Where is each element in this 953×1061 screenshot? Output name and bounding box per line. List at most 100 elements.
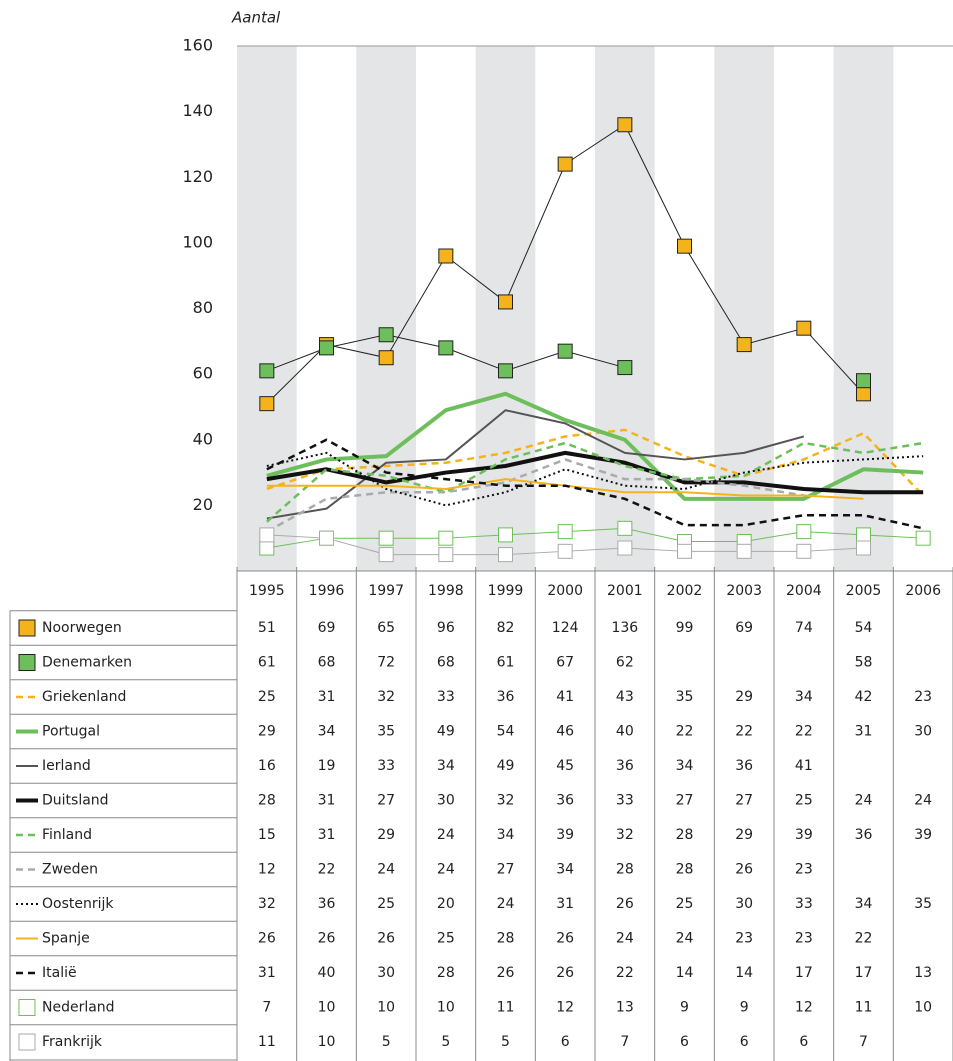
table-value: 17 [855, 965, 873, 981]
table-value: 26 [735, 862, 753, 878]
table-value: 96 [437, 620, 455, 636]
table-value: 35 [377, 724, 395, 740]
table-value: 28 [437, 965, 455, 981]
table-value: 29 [735, 689, 753, 705]
table-value: 26 [318, 931, 336, 947]
table-value: 31 [318, 827, 336, 843]
x-tick-label: 2005 [846, 583, 882, 599]
table-value: 30 [437, 793, 455, 809]
table-value: 26 [377, 931, 395, 947]
y-tick-label: 60 [193, 364, 213, 383]
table-value: 23 [795, 862, 813, 878]
legend-label: Nederland [42, 1000, 115, 1016]
column-shade [237, 46, 297, 571]
series-line [266, 441, 924, 523]
marker [856, 373, 871, 389]
table-value: 22 [855, 931, 873, 947]
marker [319, 340, 334, 356]
table-value: 6 [740, 1034, 749, 1050]
table-value: 27 [676, 793, 694, 809]
series-line [266, 438, 924, 530]
table-value: 27 [377, 793, 395, 809]
table-value: 7 [859, 1034, 868, 1050]
table-value: 24 [437, 827, 455, 843]
table-value: 31 [318, 793, 336, 809]
table-value: 31 [258, 965, 276, 981]
table-value: 10 [318, 1000, 336, 1016]
table-value: 36 [318, 896, 336, 912]
table-value: 69 [318, 620, 336, 636]
table-value: 29 [258, 724, 276, 740]
table-value: 36 [497, 689, 515, 705]
table-value: 5 [501, 1034, 510, 1050]
y-tick-label: 40 [193, 429, 213, 448]
table-value: 28 [676, 862, 694, 878]
table-value: 12 [795, 1000, 813, 1016]
table-value: 13 [616, 1000, 634, 1016]
table-value: 32 [497, 793, 515, 809]
table-value: 33 [437, 689, 455, 705]
table-value: 12 [258, 862, 276, 878]
table-value: 49 [437, 724, 455, 740]
marker [677, 543, 692, 559]
table-value: 68 [437, 655, 455, 671]
marker [259, 527, 275, 543]
table-value: 23 [914, 689, 932, 705]
table-value: 31 [855, 724, 873, 740]
marker [498, 547, 513, 563]
y-tick-label: 140 [182, 101, 213, 120]
table-value: 69 [735, 620, 753, 636]
table-value: 26 [556, 965, 574, 981]
legend-label: Ierland [42, 758, 91, 774]
table-value: 14 [735, 965, 753, 981]
table-value: 28 [497, 931, 515, 947]
y-tick-label: 20 [193, 495, 213, 514]
table-value: 39 [795, 827, 813, 843]
table-value: 25 [258, 689, 276, 705]
legend-label: Zweden [42, 862, 98, 878]
table-value: 61 [258, 655, 276, 671]
column-shade [714, 46, 774, 571]
table-value: 41 [556, 689, 574, 705]
y-tick-label: 160 [182, 36, 213, 55]
marker [319, 530, 334, 546]
marker [498, 363, 513, 379]
legend-swatch [18, 654, 36, 671]
table-value: 25 [795, 793, 813, 809]
x-tick-label: 1999 [488, 583, 524, 599]
x-tick-label: 2000 [547, 583, 583, 599]
column-shade [833, 46, 894, 571]
legend-label: Duitsland [42, 793, 109, 809]
table-value: 34 [556, 862, 574, 878]
table-value: 136 [611, 620, 638, 636]
marker [498, 527, 513, 543]
table-value: 28 [258, 793, 276, 809]
series-line [266, 391, 924, 501]
table-value: 22 [318, 862, 336, 878]
marker [796, 524, 812, 540]
marker [378, 327, 394, 343]
marker [557, 343, 573, 359]
legend-label: Denemarken [42, 655, 132, 671]
table-value: 7 [262, 1000, 271, 1016]
marker [617, 360, 633, 376]
marker [557, 543, 573, 559]
table-value: 24 [616, 931, 634, 947]
marker [557, 524, 573, 540]
table-value: 34 [318, 724, 336, 740]
table-value: 51 [258, 620, 276, 636]
marker [498, 294, 513, 310]
table-value: 9 [680, 1000, 689, 1016]
table-value: 30 [377, 965, 395, 981]
table-value: 24 [676, 931, 694, 947]
legend-label: Frankrijk [42, 1034, 103, 1050]
table-value: 31 [556, 896, 574, 912]
marker [438, 530, 454, 546]
table-value: 11 [497, 1000, 515, 1016]
table-value: 25 [377, 896, 395, 912]
table-value: 34 [437, 758, 455, 774]
table-value: 10 [437, 1000, 455, 1016]
table-value: 29 [377, 827, 395, 843]
table-value: 72 [377, 655, 395, 671]
